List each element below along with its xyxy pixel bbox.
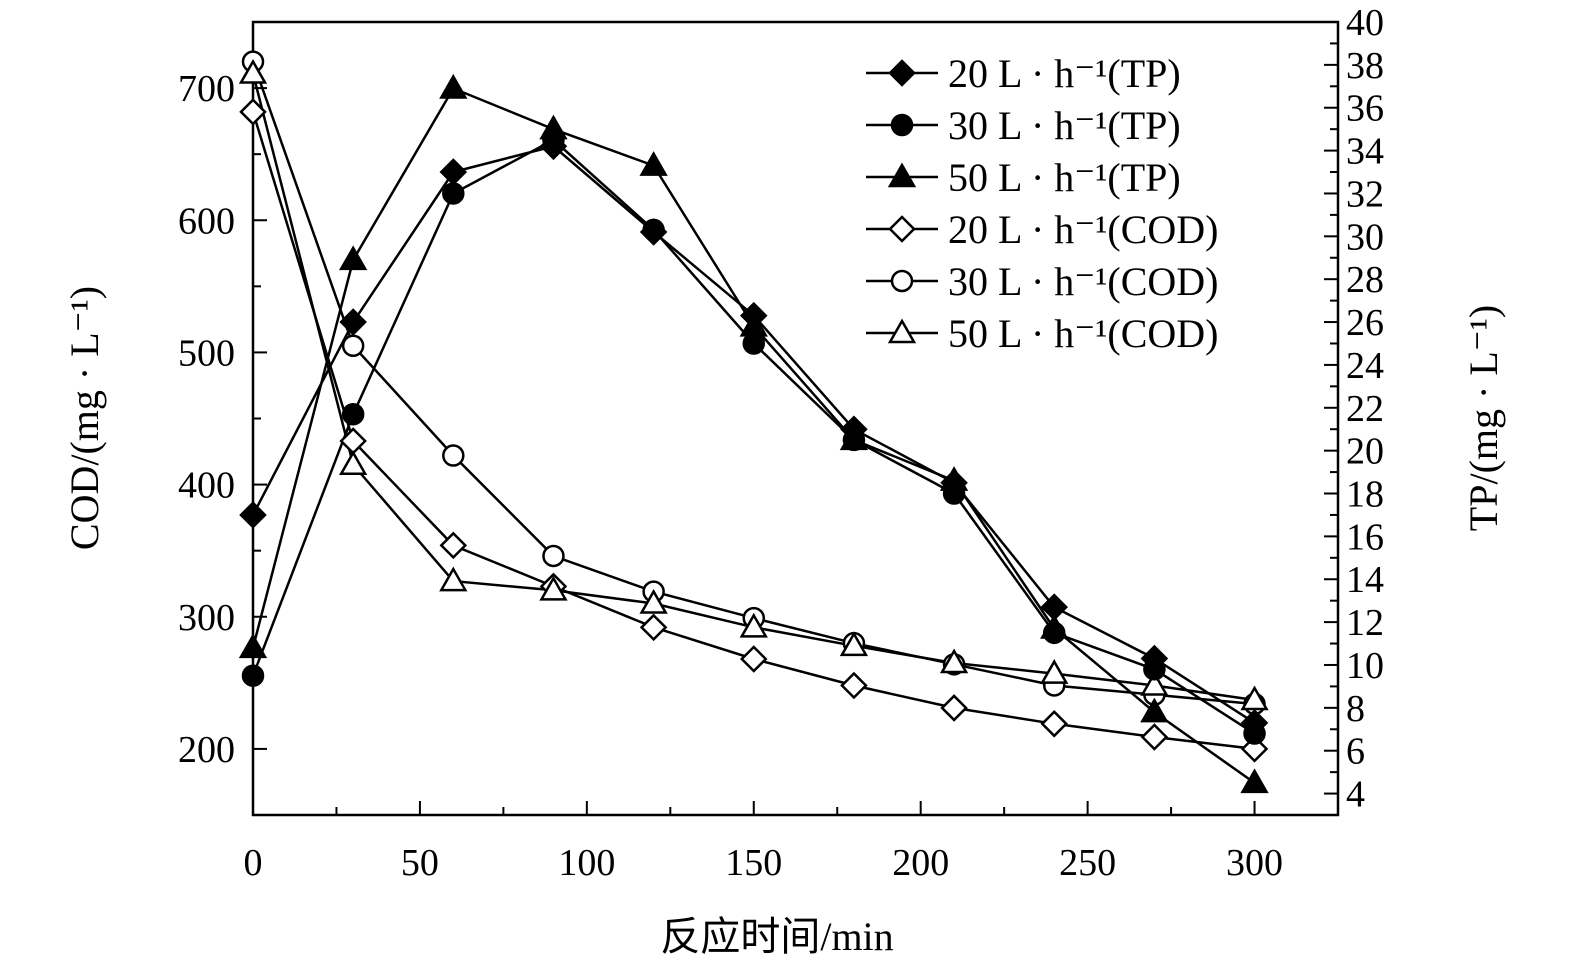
y-left-tick-label: 400 [178,465,235,507]
y-right-tick-label: 30 [1346,216,1384,258]
x-tick-label: 250 [1059,842,1116,884]
legend-label: 30 L · h⁻¹(TP) [948,103,1181,148]
data-point [1140,723,1169,751]
legend-label: 50 L · h⁻¹(COD) [948,311,1218,356]
data-point [241,664,265,687]
data-point [542,544,565,568]
data-point [439,566,468,592]
data-point [439,73,468,99]
y-right-tick-label: 36 [1346,88,1384,130]
y-left-tick-label: 200 [178,729,235,771]
data-point [939,466,969,491]
y-left-tick-label: 500 [178,332,235,374]
x-tick-label: 300 [1226,842,1283,884]
x-axis-title: 反应时间/min [660,914,893,959]
data-point [539,114,568,140]
data-point [739,612,768,638]
legend-marker [888,215,916,243]
data-point [1040,614,1069,639]
data-point [239,501,267,529]
data-point [338,450,368,476]
data-point [939,648,969,674]
data-point [1140,697,1169,723]
y-right-tick-label: 8 [1346,688,1365,730]
y-right-tick-label: 18 [1346,474,1384,516]
x-tick-label: 200 [892,842,949,884]
data-point [639,613,668,642]
data-point [339,308,367,336]
data-point [839,425,869,451]
data-point [1243,722,1266,745]
series-markers [238,50,1269,794]
data-point [442,182,465,205]
y-right-tick-label: 14 [1346,559,1384,601]
x-tick-label: 100 [558,842,615,884]
legend-label: 30 L · h⁻¹(COD) [948,259,1218,304]
data-point [238,633,268,659]
x-tick-label: 50 [401,842,439,884]
data-point [642,218,665,242]
tick-labels: 0 50 100 150 200 250 3002003004005006007004681… [178,2,1384,884]
y-right-tick-label: 10 [1346,645,1384,687]
y-right-tick-label: 24 [1346,345,1384,387]
legend-label: 50 L · h⁻¹(TP) [948,155,1181,200]
y-right-tick-label: 20 [1346,431,1384,473]
legend-marker [890,113,914,137]
data-point [1240,685,1269,711]
y-right-tick-label: 6 [1346,731,1365,773]
data-point [840,671,868,700]
data-point [341,402,365,426]
y-axis-right-title: TP/(mg · L⁻¹) [1461,305,1506,531]
data-point [740,645,768,673]
legend-marker [887,318,917,344]
legend: 20 L · h⁻¹(TP) 30 L · h⁻¹(TP) 50 L · h⁻¹(T… [866,51,1218,356]
y-right-tick-label: 34 [1346,131,1384,173]
y-left-tick-label: 600 [178,200,235,242]
data-point [238,59,268,84]
legend-marker [888,59,916,87]
y-right-tick-label: 12 [1346,602,1384,644]
legend-marker [890,269,914,293]
legend-label: 20 L · h⁻¹(COD) [948,207,1218,252]
data-point [639,589,668,614]
y-right-tick-label: 38 [1346,45,1384,87]
data-point [1240,768,1269,794]
x-tick-label: 150 [725,842,782,884]
y-right-tick-label: 16 [1346,516,1384,558]
data-point [439,531,468,560]
legend-marker [887,162,917,188]
data-point [1040,710,1068,738]
y-left-tick-label: 300 [178,597,235,639]
data-point [639,151,668,176]
x-tick-label: 0 [244,842,263,884]
data-point [1040,659,1069,684]
data-point [439,158,468,186]
y-left-tick-label: 700 [178,68,235,110]
data-point [341,334,365,358]
data-point [839,631,869,657]
y-axis-left-title: COD/(mg · L⁻¹) [62,286,107,550]
y-right-tick-label: 32 [1346,173,1384,215]
data-point [1140,670,1169,696]
ticks [252,21,1338,816]
data-point [442,444,465,467]
y-right-tick-label: 26 [1346,302,1384,344]
data-point [539,575,568,601]
y-right-tick-label: 40 [1346,2,1384,44]
data-point [1143,658,1166,681]
data-point [940,694,968,722]
data-point [739,311,768,337]
y-right-tick-label: 22 [1346,388,1384,430]
data-point [338,245,368,271]
y-right-tick-label: 4 [1346,774,1365,816]
legend-label: 20 L · h⁻¹(TP) [948,51,1181,96]
y-right-tick-label: 28 [1346,259,1384,301]
data-point [239,98,267,126]
